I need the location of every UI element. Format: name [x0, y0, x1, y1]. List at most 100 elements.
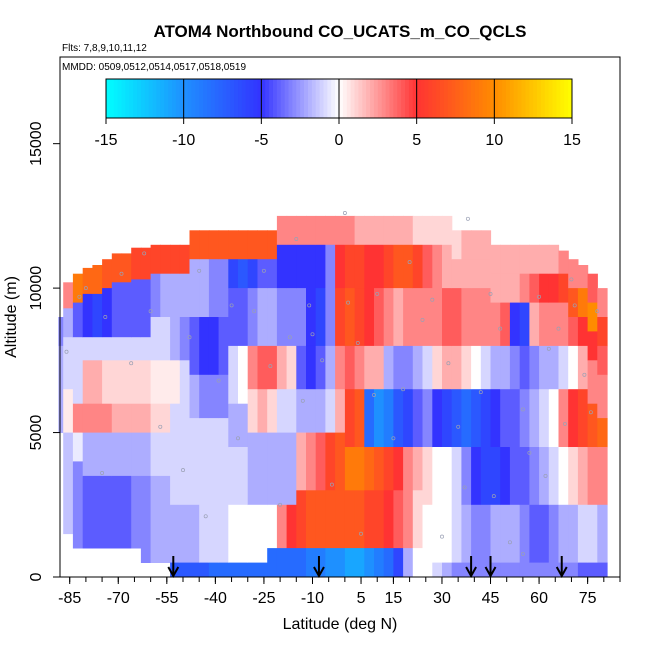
colorbar-swatch — [327, 79, 332, 118]
heatmap-cell — [72, 461, 84, 549]
heatmap-cell — [150, 403, 161, 433]
heatmap-cell — [364, 447, 375, 491]
heatmap-cell — [490, 302, 501, 347]
heatmap-cell — [325, 345, 336, 390]
colorbar-swatch — [261, 79, 266, 118]
heatmap-cell — [267, 432, 278, 506]
colorbar-swatch — [424, 79, 429, 118]
heatmap-cell — [63, 337, 74, 390]
heatmap-cell — [568, 317, 579, 347]
colorbar-swatch — [420, 79, 425, 118]
heatmap-cell — [218, 230, 229, 260]
heatmap-cell — [247, 562, 258, 578]
heatmap-cell — [63, 432, 74, 535]
heatmap-cell — [500, 345, 511, 390]
heatmap-cell — [325, 490, 336, 549]
colorbar-swatch — [568, 79, 573, 118]
heatmap-cell — [480, 504, 492, 563]
colorbar-tick-label: 5 — [412, 132, 421, 149]
heatmap-cell — [432, 288, 443, 347]
heatmap-cell — [480, 389, 492, 448]
sample-point — [582, 372, 587, 377]
colorbar-swatch — [199, 79, 204, 118]
colorbar-swatch — [474, 79, 480, 118]
heatmap-cell — [393, 244, 404, 289]
heatmap-cell — [335, 389, 346, 433]
colorbar-swatch — [358, 79, 363, 118]
y-axis-label: Altitude (m) — [3, 276, 20, 358]
heatmap-cell — [111, 432, 123, 477]
colorbar-swatch — [416, 79, 422, 118]
heatmap-cell — [539, 345, 550, 390]
heatmap-cell — [72, 302, 84, 338]
sample-point — [187, 335, 192, 340]
heatmap-cell — [102, 432, 113, 477]
heatmap-cell — [568, 259, 579, 289]
colorbar-swatch — [513, 79, 519, 118]
heatmap-cell — [490, 447, 501, 506]
heatmap-cell — [422, 215, 433, 246]
colorbar-swatch — [436, 79, 441, 118]
heatmap-cell — [422, 345, 433, 390]
heatmap-cell — [276, 389, 288, 433]
heatmap-cell — [519, 302, 530, 347]
heatmap-cell — [500, 273, 511, 303]
heatmap-cell — [354, 244, 365, 289]
x-tick-label: 45 — [482, 590, 500, 607]
colorbar-swatch — [265, 79, 270, 118]
heatmap-cell — [150, 273, 161, 318]
colorbar-swatch — [241, 79, 247, 118]
x-axis: -85 -70 -55 -40 -25 -10 5 15 30 45 60 75 — [58, 577, 621, 607]
heatmap-cell — [160, 432, 171, 477]
heatmap-cell — [509, 562, 521, 578]
sample-point — [310, 332, 315, 337]
colorbar-swatch — [552, 79, 557, 118]
heatmap-cell — [160, 244, 171, 275]
heatmap-cell — [403, 447, 414, 491]
heatmap-cell — [315, 244, 326, 289]
heatmap-cell — [218, 317, 229, 376]
heatmap-layer — [58, 215, 608, 578]
heatmap-cell — [315, 345, 326, 390]
heatmap-cell — [335, 490, 346, 549]
heatmap-cell — [286, 389, 297, 433]
colorbar-swatch — [544, 79, 550, 118]
heatmap-cell — [189, 562, 200, 578]
heatmap-cell — [529, 302, 540, 347]
heatmap-cell — [335, 244, 346, 289]
colorbar-swatch — [540, 79, 546, 118]
colorbar-swatch — [203, 79, 208, 118]
colorbar-swatch — [486, 79, 491, 118]
heatmap-cell — [267, 389, 278, 433]
colorbar-swatch — [257, 79, 262, 118]
colorbar-swatch — [478, 79, 484, 118]
colorbar-swatch — [319, 79, 324, 118]
heatmap-cell — [257, 504, 268, 563]
heatmap-cell — [140, 337, 152, 361]
heatmap-cell — [92, 432, 103, 477]
heatmap-cell — [364, 548, 375, 578]
colorbar-swatch — [482, 79, 488, 118]
heatmap-cell — [63, 282, 74, 309]
heatmap-cell — [548, 345, 560, 390]
heatmap-cell — [412, 490, 424, 549]
heatmap-cell — [189, 259, 200, 318]
heatmap-cell — [509, 389, 521, 448]
sample-point — [588, 410, 593, 415]
latitude-arrow — [313, 556, 325, 579]
heatmap-cell — [344, 389, 356, 448]
heatmap-cell — [276, 345, 288, 390]
sample-point — [507, 540, 512, 545]
heatmap-cell — [199, 562, 210, 578]
heatmap-cell — [568, 447, 579, 506]
heatmap-cell — [296, 548, 307, 578]
sample-point — [372, 393, 376, 397]
colorbar-swatch — [296, 79, 301, 118]
heatmap-cell — [140, 360, 152, 404]
heatmap-cell — [218, 562, 229, 578]
colorbar-swatch — [160, 79, 165, 118]
heatmap-cell — [451, 389, 462, 448]
heatmap-cell — [325, 288, 336, 347]
sample-point — [391, 436, 396, 441]
heatmap-cell — [412, 345, 424, 390]
